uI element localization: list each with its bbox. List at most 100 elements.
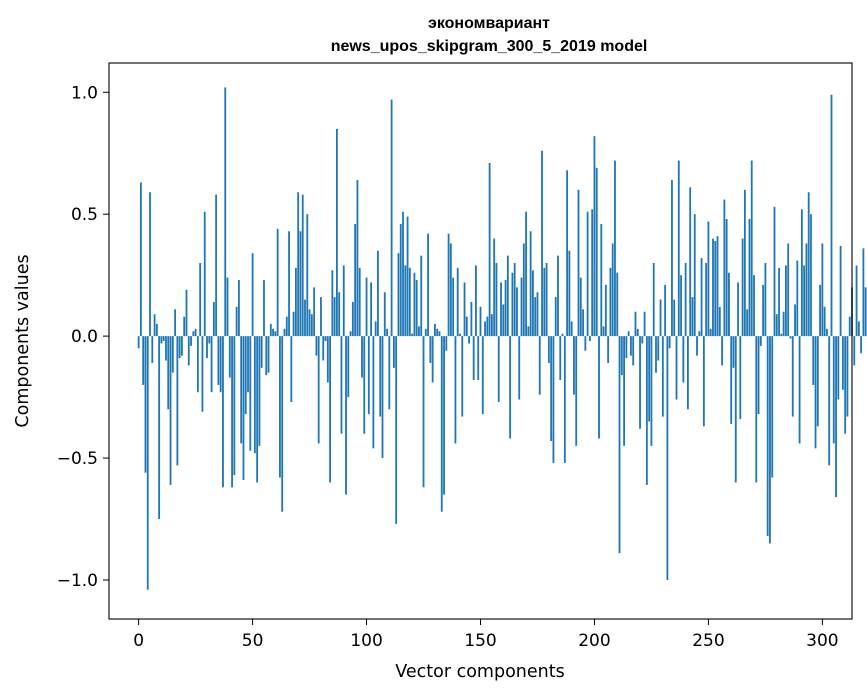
bar	[500, 282, 502, 337]
bar	[705, 262, 708, 337]
bar	[158, 336, 161, 520]
bar	[502, 304, 505, 337]
bar	[242, 336, 245, 480]
bar	[737, 282, 739, 337]
bar	[860, 336, 863, 354]
bar	[814, 336, 817, 449]
bar	[488, 162, 491, 337]
bar	[490, 314, 493, 337]
bar	[212, 301, 215, 337]
bar	[431, 336, 434, 383]
bar	[226, 277, 229, 337]
bar	[324, 336, 327, 341]
bar	[397, 253, 400, 337]
bar	[155, 323, 158, 337]
bar	[789, 336, 792, 339]
bar	[775, 314, 778, 337]
bar	[383, 292, 386, 337]
bar	[365, 277, 368, 337]
bar	[832, 336, 835, 444]
bar	[550, 336, 553, 441]
bar	[381, 336, 384, 459]
x-axis-label: Vector components	[395, 662, 564, 682]
bar	[231, 336, 233, 488]
bar	[545, 262, 548, 337]
bar	[541, 150, 543, 337]
bar	[479, 306, 482, 337]
bar	[566, 170, 569, 337]
bar	[527, 326, 530, 337]
bar	[520, 277, 523, 337]
bar	[639, 336, 641, 429]
bar	[787, 243, 790, 337]
bar	[810, 214, 812, 337]
bar	[630, 336, 632, 356]
bar	[395, 336, 398, 524]
bar	[475, 265, 477, 337]
bar	[823, 306, 826, 337]
bar	[698, 331, 701, 337]
bar	[290, 336, 293, 402]
bar	[714, 241, 717, 337]
bar	[217, 336, 220, 385]
x-tick-label: 150	[464, 631, 496, 651]
bar	[602, 326, 605, 337]
bar	[771, 336, 774, 478]
bar	[333, 297, 336, 337]
bar	[748, 219, 751, 337]
bar	[518, 336, 521, 400]
bar	[178, 336, 181, 359]
bar	[192, 331, 195, 337]
bar	[265, 336, 268, 376]
bar	[165, 336, 167, 361]
x-tick-label: 50	[242, 631, 264, 651]
bar	[459, 333, 461, 337]
bar	[187, 336, 190, 366]
bar	[534, 297, 537, 337]
bar	[657, 336, 660, 361]
bar	[484, 321, 486, 337]
bar	[582, 309, 584, 337]
bar	[399, 223, 402, 337]
bar	[782, 311, 785, 337]
bar	[543, 267, 546, 337]
bar	[584, 336, 587, 351]
bar	[830, 94, 833, 337]
y-tick-label: 0.0	[71, 327, 98, 347]
bar	[251, 253, 254, 337]
bar	[686, 336, 689, 410]
bar	[274, 331, 277, 337]
bar	[447, 233, 450, 337]
x-tick-label: 100	[350, 631, 382, 651]
bar	[693, 214, 696, 337]
bar	[497, 336, 500, 402]
bar	[406, 216, 409, 337]
bar	[794, 304, 796, 337]
bar	[607, 336, 610, 363]
bar	[283, 328, 286, 337]
bar	[675, 336, 678, 400]
bar	[347, 336, 350, 398]
bar	[169, 336, 172, 485]
y-tick-label: 0.5	[71, 205, 98, 225]
bar	[153, 314, 156, 337]
bar	[573, 336, 575, 395]
bar	[336, 128, 338, 337]
bar	[529, 231, 532, 337]
bar	[420, 255, 423, 337]
bar	[593, 136, 596, 337]
bar	[741, 238, 744, 337]
bar	[171, 336, 174, 373]
bar	[190, 336, 192, 346]
bar	[167, 336, 170, 410]
bar	[648, 336, 651, 422]
bar	[645, 336, 648, 485]
bar	[855, 265, 858, 337]
bar	[472, 336, 475, 381]
bar	[235, 306, 238, 337]
bar	[682, 336, 685, 383]
bar	[320, 297, 322, 337]
bar	[151, 336, 154, 363]
bar	[807, 192, 810, 337]
bar	[358, 267, 361, 337]
